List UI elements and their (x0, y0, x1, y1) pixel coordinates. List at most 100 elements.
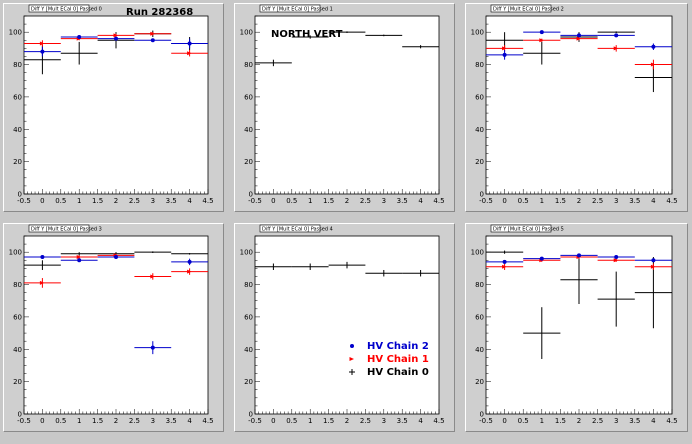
x-tick-label: 3 (151, 197, 155, 205)
hv-chain-2-marker (539, 30, 544, 35)
x-tick-label: 2.5 (592, 197, 603, 205)
y-tick-label: 20 (475, 158, 484, 166)
hv-chain-2-point (60, 35, 98, 40)
x-tick-label: 3.5 (166, 417, 177, 425)
hv-chain-2-point (486, 49, 524, 60)
north-vert-label: NORTH VERT (271, 29, 343, 40)
pad-1-plot: Diff Y [Mult ECal 0] Passed 0-0.5 0 0.5 1 1.… (9, 4, 214, 205)
x-tick-label: 1 (308, 417, 312, 425)
hv-chain-2-point (560, 33, 598, 38)
y-tick-label: 100 (240, 29, 253, 37)
x-tick-label: 1 (77, 197, 81, 205)
x-tick-label: 3.5 (166, 197, 177, 205)
run-label: Run 282368 (126, 7, 193, 18)
hv-chain-2-point (97, 255, 135, 260)
y-tick-label: 40 (475, 126, 484, 134)
hv-chain-2-point (523, 30, 561, 35)
hv-chain-1-marker (539, 38, 544, 43)
legend-entry-label: HV Chain 1 (367, 354, 429, 365)
hv-chain-0-point (402, 45, 439, 49)
y-tick-label: 100 (9, 249, 22, 257)
y-tick-label: 100 (471, 29, 484, 37)
y-tick-label: 0 (480, 191, 484, 199)
hv-chain-1-marker (150, 31, 155, 36)
x-tick-label: 2.5 (592, 417, 603, 425)
hv-chain-2-point (60, 258, 98, 263)
hv-chain-0-point (291, 263, 329, 270)
hv-chain-2-marker (614, 255, 619, 260)
pad-title-box (259, 4, 321, 13)
x-tick-label: 1 (540, 197, 544, 205)
x-tick-label: 1.5 (323, 197, 334, 205)
hv-chain-1-point (634, 59, 672, 70)
pad-title: Diff Y [Mult ECal 0] Passed 4 (262, 227, 333, 233)
x-tick-label: 3.5 (397, 417, 408, 425)
x-tick-label: 2 (114, 417, 118, 425)
hv-chain-1-marker (502, 46, 507, 51)
pad-3[interactable]: Diff Y [Mult ECal 0] Passed 2 -0.5 0 0.5 1 1.… (465, 3, 688, 212)
x-tick-label: 2.5 (129, 197, 140, 205)
x-tick-label: 4 (651, 197, 656, 205)
hv-chain-1-point (171, 49, 208, 57)
pad-6[interactable]: Diff Y [Mult ECal 0] Passed 5 -0.5 0 0.5 1 1.… (465, 223, 688, 432)
pad-title: Diff Y [Mult ECal 0] Passed 2 (493, 7, 564, 13)
hv-chain-1-marker (576, 36, 581, 41)
hv-chain-2-point (171, 258, 208, 266)
y-tick-label: 20 (13, 158, 22, 166)
x-tick-label: 2 (345, 197, 349, 205)
hv-chain-0-point (523, 307, 561, 359)
hv-chain-2-point (24, 255, 61, 260)
pad-title-box (259, 224, 321, 233)
pad-title-box (490, 4, 552, 13)
hv-chain-0-point (328, 31, 366, 33)
y-tick-label: 100 (9, 29, 22, 37)
y-tick-label: 40 (244, 346, 253, 354)
hv-chain-2-marker (539, 256, 544, 261)
hv-chain-2-marker (40, 255, 45, 260)
pad-2[interactable]: Diff Y [Mult ECal 0] Passed 1 -0.5 0 0.5 1 1.… (234, 3, 455, 212)
legend: HV Chain 2 HV Chain 1 HV Chain 0 (349, 341, 429, 378)
pad-title: Diff Y [Mult ECal 0] Passed 5 (493, 227, 564, 233)
y-tick-label: 40 (13, 126, 22, 134)
y-tick-label: 80 (13, 61, 22, 69)
x-tick-label: 0.5 (518, 417, 529, 425)
y-tick-label: 100 (471, 249, 484, 257)
y-tick-label: 60 (13, 313, 22, 321)
y-tick-label: 0 (249, 191, 253, 199)
x-tick-label: 0 (40, 417, 44, 425)
x-tick-label: 0 (502, 197, 506, 205)
y-tick-label: 20 (244, 158, 253, 166)
x-tick-label: 2.5 (360, 197, 371, 205)
x-tick-label: 0 (271, 197, 275, 205)
x-tick-label: 0.5 (55, 417, 66, 425)
pad-3-plot: Diff Y [Mult ECal 0] Passed 2-0.5 0 0.5 1 1.… (471, 4, 678, 205)
hv-chain-1-point (634, 263, 672, 270)
pad-1[interactable]: Diff Y [Mult ECal 0] Passed 0 -0.5 0 0.5 1 1.… (3, 3, 224, 212)
hv-chain-0-point (255, 59, 292, 67)
hv-chain-2-point (560, 253, 598, 258)
x-tick-label: 4.5 (433, 197, 444, 205)
x-tick-label: -0.5 (248, 417, 262, 425)
hv-chain-2-marker (651, 44, 656, 49)
pad-title-box (490, 224, 552, 233)
x-tick-label: 1 (77, 417, 81, 425)
x-tick-label: 0 (40, 197, 44, 205)
hv-chain-1-point (486, 263, 524, 270)
plot-frame (485, 15, 673, 195)
hv-chain-2-marker (187, 41, 192, 46)
pad-4[interactable]: Diff Y [Mult ECal 0] Passed 3 -0.5 0 0.5 1 1.… (3, 223, 224, 432)
hv-chain-0-point (328, 261, 366, 269)
hv-chain-1-point (597, 258, 635, 263)
y-tick-label: 100 (240, 249, 253, 257)
x-tick-label: 4.5 (202, 417, 213, 425)
pad-5[interactable]: Diff Y [Mult ECal 0] Passed 4 -0.5 0 0.5 1 1.… (234, 223, 455, 432)
pad-title-box (28, 4, 90, 13)
x-tick-label: 1 (308, 197, 312, 205)
hv-chain-2-marker (40, 49, 45, 54)
x-tick-label: 3 (614, 417, 618, 425)
hv-chain-0-point (523, 41, 561, 65)
plot-frame (23, 235, 209, 415)
x-tick-label: 0.5 (55, 197, 66, 205)
hv-chain-2-point (171, 38, 208, 49)
